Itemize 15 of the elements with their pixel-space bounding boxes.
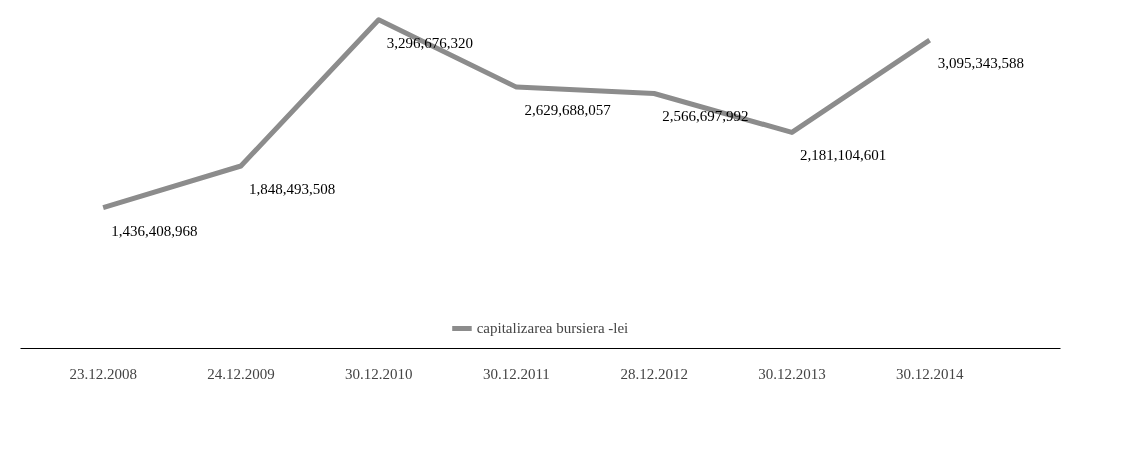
data-label: 3,095,343,588 [937, 55, 1024, 72]
x-tick-label: 28.12.2012 [620, 365, 688, 382]
data-label: 1,436,408,968 [111, 222, 198, 239]
data-label: 2,629,688,057 [524, 102, 612, 119]
legend-label: capitalizarea bursiera -lei [476, 319, 629, 337]
x-tick-label: 30.12.2011 [482, 365, 550, 382]
x-tick-label: 30.12.2014 [895, 365, 964, 382]
data-label: 2,181,104,601 [799, 147, 887, 164]
x-tick-label: 30.12.2013 [758, 365, 826, 382]
data-label: 3,296,676,320 [386, 34, 473, 51]
x-tick-label: 30.12.2010 [344, 365, 413, 382]
data-label: 2,566,697,992 [662, 108, 749, 125]
data-label: 1,848,493,508 [248, 181, 336, 197]
x-tick-label: 24.12.2009 [207, 365, 275, 382]
x-tick-label: 23.12.2008 [69, 365, 137, 382]
